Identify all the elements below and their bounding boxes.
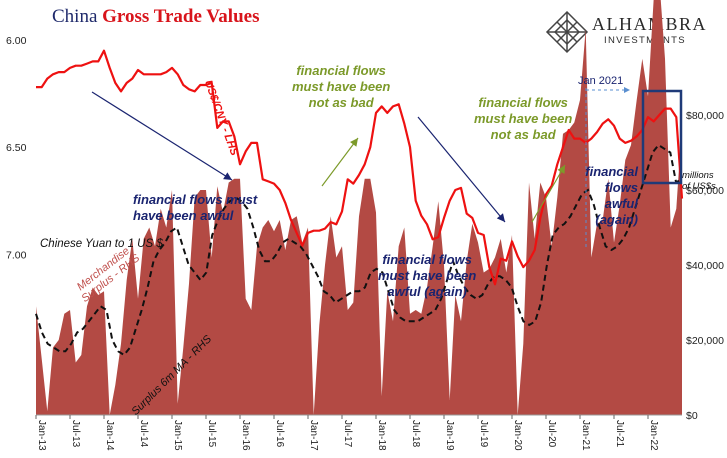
x-tick-label: Jul-14	[138, 420, 149, 448]
arrow-not-as-bad-2	[531, 164, 566, 223]
x-tick-label: Jan-18	[376, 420, 387, 451]
annotation-awful-again: financial flows must have been awful (ag…	[378, 252, 476, 300]
annotation-notbad2-line: financial flows	[478, 95, 568, 110]
arrow-awful-again-head	[496, 213, 505, 222]
right-tick-label: $80,000	[686, 110, 724, 122]
jan2021-label: Jan 2021	[578, 75, 624, 87]
arrow-awful-again	[417, 116, 506, 223]
x-tick-label: Jan-15	[172, 420, 183, 451]
arrow-awful	[91, 91, 233, 181]
annotation-awful-again2-line: flows	[604, 180, 638, 195]
x-tick-label: Jul-18	[410, 420, 421, 448]
annotation-awful-line: have been awful	[133, 208, 234, 223]
x-tick-label: Jan-14	[104, 420, 115, 451]
annotation-awful-again2-line: (again)	[595, 212, 638, 227]
alhambra-logo-icon	[545, 10, 589, 54]
x-tick-label: Jan-16	[240, 420, 251, 451]
annotation-notbad2-line: must have been	[474, 111, 573, 126]
annotation-awful-line: financial flows must	[133, 192, 258, 207]
annotation-awful-again2-line: financial	[585, 164, 638, 179]
right-tick-label: $0	[686, 410, 698, 422]
x-tick-label: Jan-13	[36, 420, 47, 451]
x-tick-label: Jul-21	[614, 420, 625, 448]
annotation-notbad-line: financial flows	[296, 63, 386, 78]
annotation-notbad-line: must have been	[292, 79, 391, 94]
logo-name: ALHAMBRA	[592, 14, 708, 34]
arrow-not-as-bad-head	[350, 138, 358, 147]
right-tick-label: $20,000	[686, 335, 724, 347]
x-tick-label: Jul-19	[478, 420, 489, 448]
units-line-1: millions	[682, 170, 714, 181]
right-tick-label: $40,000	[686, 260, 724, 272]
annotation-not-as-bad: financial flows must have been not as ba…	[292, 63, 390, 111]
title-part-2: Gross Trade Values	[102, 6, 260, 27]
chart-title: China Gross Trade Values	[52, 6, 259, 28]
annotation-awful-again-2: financial flows awful (again)	[578, 164, 638, 228]
arrow-awful-head	[223, 172, 232, 180]
arrow-not-as-bad-2-head	[557, 165, 565, 174]
x-tick-label: Jul-16	[274, 420, 285, 448]
x-tick-label: Jan-21	[580, 420, 591, 451]
x-tick-label: Jul-20	[546, 420, 557, 448]
annotation-awful: financial flows must have been awful	[133, 192, 257, 224]
ma-line	[35, 143, 683, 357]
units-line-2: of US$s	[682, 181, 716, 192]
fx-line	[36, 49, 684, 286]
x-tick-label: Jul-15	[206, 420, 217, 448]
x-tick-label: Jul-13	[70, 420, 81, 448]
annotation-awful-again-line: financial flows	[382, 252, 472, 267]
annotation-notbad2-line: not as bad	[490, 127, 556, 142]
arrow-not-as-bad	[321, 137, 359, 187]
annotation-awful-again-line: must have been	[378, 268, 477, 283]
x-tick-label: Jan-19	[444, 420, 455, 451]
annotation-awful-again-line: awful (again)	[387, 284, 467, 299]
x-tick-label: Jan-22	[648, 420, 659, 451]
annotation-awful-again2-line: awful	[604, 196, 638, 211]
annotation-notbad-line: not as bad	[308, 95, 374, 110]
logo-subtitle: INVESTMENTS	[604, 35, 686, 46]
x-tick-label: Jan-20	[512, 420, 523, 451]
left-tick-label: 6.00	[6, 35, 27, 47]
x-tick-label: Jul-17	[342, 420, 353, 448]
yuan-label: Chinese Yuan to 1 US $	[40, 238, 163, 250]
left-tick-label: 7.00	[6, 249, 27, 261]
jan2021-arrow-head	[624, 87, 630, 93]
highlight-box	[641, 89, 683, 185]
units-label: millions of US$s	[682, 170, 716, 192]
surplus-area	[36, 0, 682, 415]
annotation-not-as-bad-2: financial flows must have been not as ba…	[474, 95, 572, 143]
x-tick-label: Jan-17	[308, 420, 319, 451]
left-tick-label: 6.50	[6, 142, 27, 154]
title-part-1: China	[52, 6, 98, 27]
right-tick-label: $60,000	[686, 185, 724, 197]
